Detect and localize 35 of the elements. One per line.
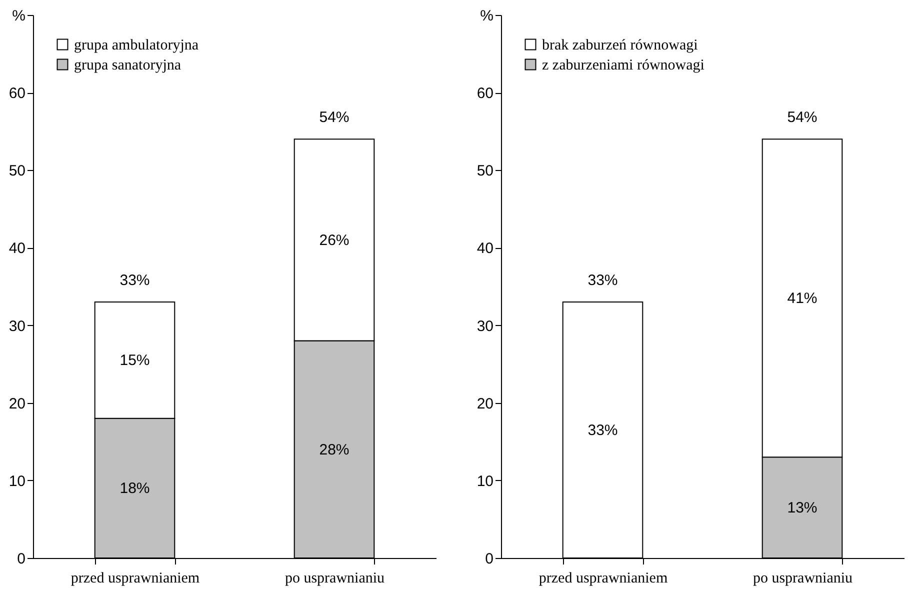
y-tick-label: 50 xyxy=(8,162,26,180)
y-tick-label: 60 xyxy=(8,85,26,102)
legend-label: z zaburzeniami równowagi xyxy=(542,58,704,74)
y-tick-label: 40 xyxy=(476,240,494,258)
y-tick-label: 60 xyxy=(476,85,494,102)
legend-label: brak zaburzeń równowagi xyxy=(542,38,698,54)
data-label: 41% xyxy=(787,290,818,308)
data-label: 33% xyxy=(588,422,618,440)
y-tick-label: 10 xyxy=(8,472,26,490)
y-tick-label: 0 xyxy=(485,550,494,568)
legend-label: grupa ambulatoryjna xyxy=(74,38,199,54)
total-label: 54% xyxy=(787,109,818,126)
data-label: 18% xyxy=(120,480,150,498)
legend-label: grupa sanatoryjna xyxy=(74,58,182,74)
y-tick-label: 10 xyxy=(476,472,494,490)
total-label: 54% xyxy=(319,109,350,126)
y-tick-label: 50 xyxy=(476,162,494,180)
data-label: 15% xyxy=(120,352,150,370)
x-tick-label: przed usprawnianiem xyxy=(538,570,668,586)
y-tick-label: 0 xyxy=(17,550,26,568)
total-label: 33% xyxy=(120,272,150,290)
y-tick-label: % xyxy=(12,8,26,24)
data-label: 26% xyxy=(319,232,350,249)
data-label: 13% xyxy=(787,500,818,517)
y-tick-label: 40 xyxy=(8,240,26,258)
x-tick-label: przed usprawnianiem xyxy=(70,570,200,586)
x-tick-label: po usprawnianiu xyxy=(284,570,386,586)
y-tick-label: 20 xyxy=(8,395,26,412)
y-tick-label: 30 xyxy=(476,318,494,335)
y-tick-label: 30 xyxy=(8,318,26,335)
y-tick-label: 20 xyxy=(476,395,494,412)
data-label: 28% xyxy=(319,441,350,458)
x-tick-label: po usprawnianiu xyxy=(752,570,854,586)
total-label: 33% xyxy=(588,272,618,290)
y-tick-label: % xyxy=(480,8,494,24)
